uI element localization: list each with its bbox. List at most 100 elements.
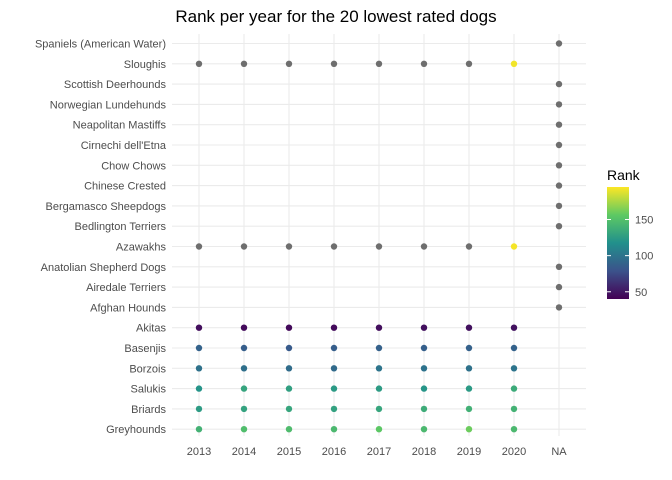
data-point	[555, 40, 563, 47]
data-point	[195, 243, 203, 250]
y-tick-label: Greyhounds	[106, 424, 166, 436]
data-point	[195, 426, 203, 433]
data-point	[510, 365, 518, 372]
data-point	[420, 385, 428, 392]
y-tick-label: Chinese Crested	[84, 181, 166, 193]
data-point	[555, 121, 563, 128]
data-point	[240, 426, 248, 433]
data-point	[465, 385, 473, 392]
data-point	[330, 344, 338, 352]
legend-tick-label: 100	[635, 251, 653, 263]
y-tick-label: Salukis	[131, 384, 167, 396]
gridlines	[172, 34, 586, 436]
y-tick-label: Neapolitan Mastiffs	[73, 120, 167, 132]
legend-ticks: 50 100 150	[607, 215, 653, 299]
data-point	[285, 405, 293, 413]
data-point	[420, 365, 428, 372]
data-point	[285, 243, 293, 250]
data-point	[555, 162, 563, 169]
x-tick-label: 2014	[232, 446, 256, 458]
data-point	[465, 60, 473, 67]
legend-tick-label: 50	[635, 287, 647, 299]
data-point	[465, 405, 473, 413]
legend-title: Rank	[607, 167, 641, 183]
data-point	[420, 60, 428, 67]
data-point	[195, 60, 203, 67]
data-point	[330, 243, 338, 250]
data-point	[375, 324, 383, 331]
data-point	[375, 60, 383, 67]
y-tick-label: Spaniels (American Water)	[35, 39, 166, 51]
data-point	[285, 60, 293, 67]
data-point	[375, 405, 383, 413]
y-tick-label: Basenjis	[124, 343, 166, 355]
data-point	[555, 141, 563, 149]
y-tick-label: Sloughis	[124, 59, 167, 71]
y-tick-label: Scottish Deerhounds	[64, 79, 167, 91]
data-point	[555, 223, 563, 230]
data-point	[240, 60, 248, 67]
y-tick-label: Norwegian Lundehunds	[50, 99, 167, 111]
data-point	[555, 80, 563, 88]
data-point	[420, 324, 428, 331]
data-point	[195, 324, 203, 331]
x-tick-label: 2013	[187, 446, 211, 458]
y-tick-label: Airedale Terriers	[86, 282, 166, 294]
data-point	[555, 304, 563, 311]
y-axis-tick-labels: Spaniels (American Water) Sloughis Scottis…	[35, 39, 167, 437]
data-point	[240, 385, 248, 392]
data-point	[510, 60, 518, 67]
data-point	[510, 344, 518, 352]
data-point	[285, 385, 293, 392]
data-point	[195, 385, 203, 392]
data-point	[240, 405, 248, 413]
data-point	[285, 426, 293, 433]
x-tick-label: 2017	[367, 446, 391, 458]
y-tick-label: Borzois	[129, 363, 166, 375]
x-tick-label: 2015	[277, 446, 301, 458]
data-point	[375, 243, 383, 250]
x-tick-label: 2018	[412, 446, 436, 458]
data-point	[330, 426, 338, 433]
data-point	[555, 182, 563, 189]
data-point	[555, 101, 563, 108]
data-point	[465, 426, 473, 433]
data-point	[465, 243, 473, 250]
data-point	[465, 365, 473, 372]
data-point	[330, 405, 338, 413]
data-point	[555, 283, 563, 291]
data-point	[285, 324, 293, 331]
data-point	[240, 344, 248, 352]
data-point	[510, 243, 518, 250]
data-point	[195, 344, 203, 352]
y-tick-label: Chow Chows	[101, 160, 166, 172]
data-point	[420, 426, 428, 433]
data-point	[465, 324, 473, 331]
y-tick-label: Bedlington Terriers	[74, 221, 166, 233]
data-point	[465, 344, 473, 352]
data-point	[510, 405, 518, 413]
data-point	[375, 365, 383, 372]
y-tick-label: Azawakhs	[116, 242, 167, 254]
data-point	[375, 385, 383, 392]
data-point	[510, 426, 518, 433]
y-tick-label: Bergamasco Sheepdogs	[46, 201, 167, 213]
data-point	[510, 385, 518, 392]
data-point	[195, 405, 203, 413]
data-point	[330, 365, 338, 372]
data-point	[420, 243, 428, 250]
data-point	[330, 385, 338, 392]
data-point	[510, 324, 518, 331]
data-points	[195, 40, 563, 433]
data-point	[420, 344, 428, 352]
y-tick-label: Akitas	[136, 323, 166, 335]
chart-title: Rank per year for the 20 lowest rated do…	[175, 7, 496, 26]
y-tick-label: Briards	[131, 404, 166, 416]
data-point	[195, 365, 203, 372]
legend-tick-label: 150	[635, 215, 653, 227]
x-tick-label: 2016	[322, 446, 346, 458]
x-axis-tick-labels: 2013 2014 2015 2016 2017 2018 2019 2020 NA	[187, 446, 568, 458]
data-point	[240, 365, 248, 372]
y-tick-label: Afghan Hounds	[90, 302, 166, 314]
